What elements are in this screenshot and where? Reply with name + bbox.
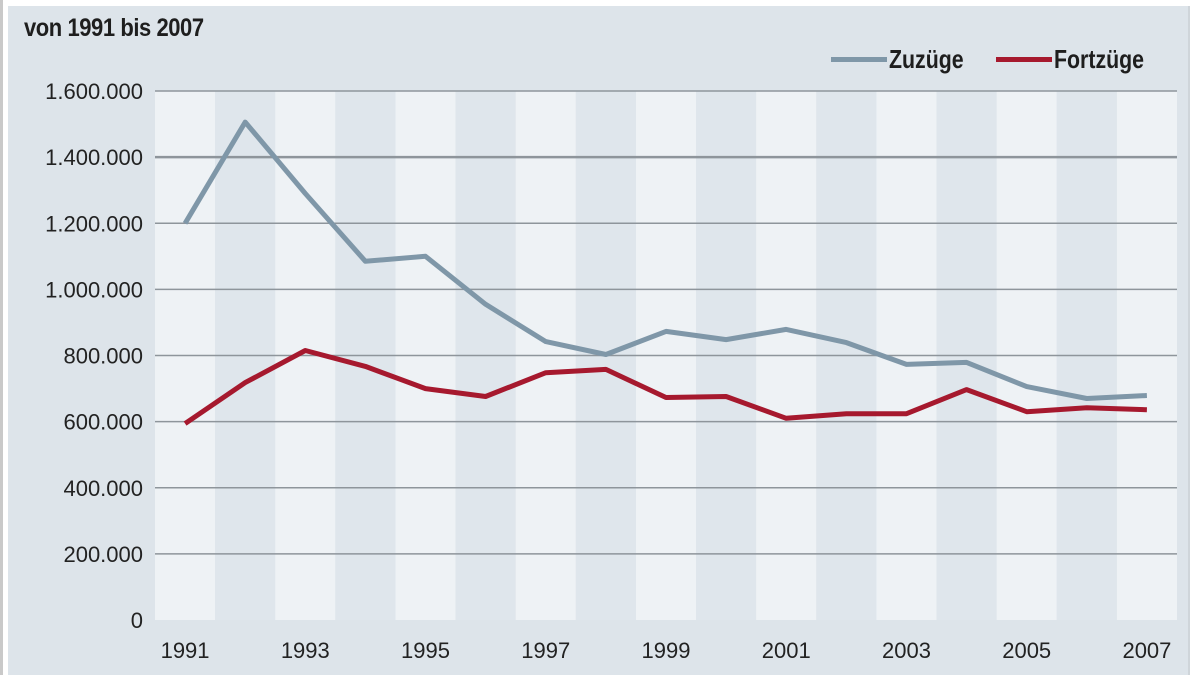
legend-label-zuzuege: Zuzüge [889,44,964,74]
frame-border [0,0,3,675]
series-line-fortzge [183,348,1147,426]
y-tick-label: 1.000.000 [45,277,143,302]
x-tick-label: 2003 [882,638,931,663]
y-tick-label: 1.400.000 [45,145,143,170]
x-tick-label: 2007 [1122,638,1171,663]
y-tick-label: 0 [131,608,143,633]
series-lines [182,119,1148,426]
series-line-zuzge [182,119,1148,401]
x-tick-label: 1993 [281,638,330,663]
y-tick-label: 400.000 [63,476,143,501]
x-tick-label: 1997 [521,638,570,663]
x-tick-label: 2005 [1002,638,1051,663]
y-tick-label: 200.000 [63,542,143,567]
chart-subtitle: von 1991 bis 2007 [24,14,204,42]
x-tick-label: 2001 [762,638,811,663]
y-tick-label: 1.200.000 [45,211,143,236]
legend-item-fortzuege: Fortzüge [996,44,1172,75]
legend-swatch-fortzuege [996,57,1052,62]
y-axis-labels: 0 200.000 400.000 600.000 800.000 1.000.000 1.… [45,79,143,633]
gridlines [155,90,1177,555]
legend-swatch-zuzuege [831,57,887,62]
legend-label-fortzuege: Fortzüge [1054,44,1145,74]
x-axis-labels: 1991 1993 1995 1997 1999 2001 2003 2005 2007 [161,638,1172,663]
x-tick-label: 1991 [161,638,210,663]
y-tick-label: 1.600.000 [45,79,143,104]
x-tick-label: 1995 [401,638,450,663]
legend-item-zuzuege: Zuzüge [831,44,984,75]
y-tick-label: 600.000 [63,410,143,435]
legend: Zuzüge Fortzüge [831,44,1172,75]
y-tick-label: 800.000 [63,344,143,369]
x-tick-label: 1999 [642,638,691,663]
